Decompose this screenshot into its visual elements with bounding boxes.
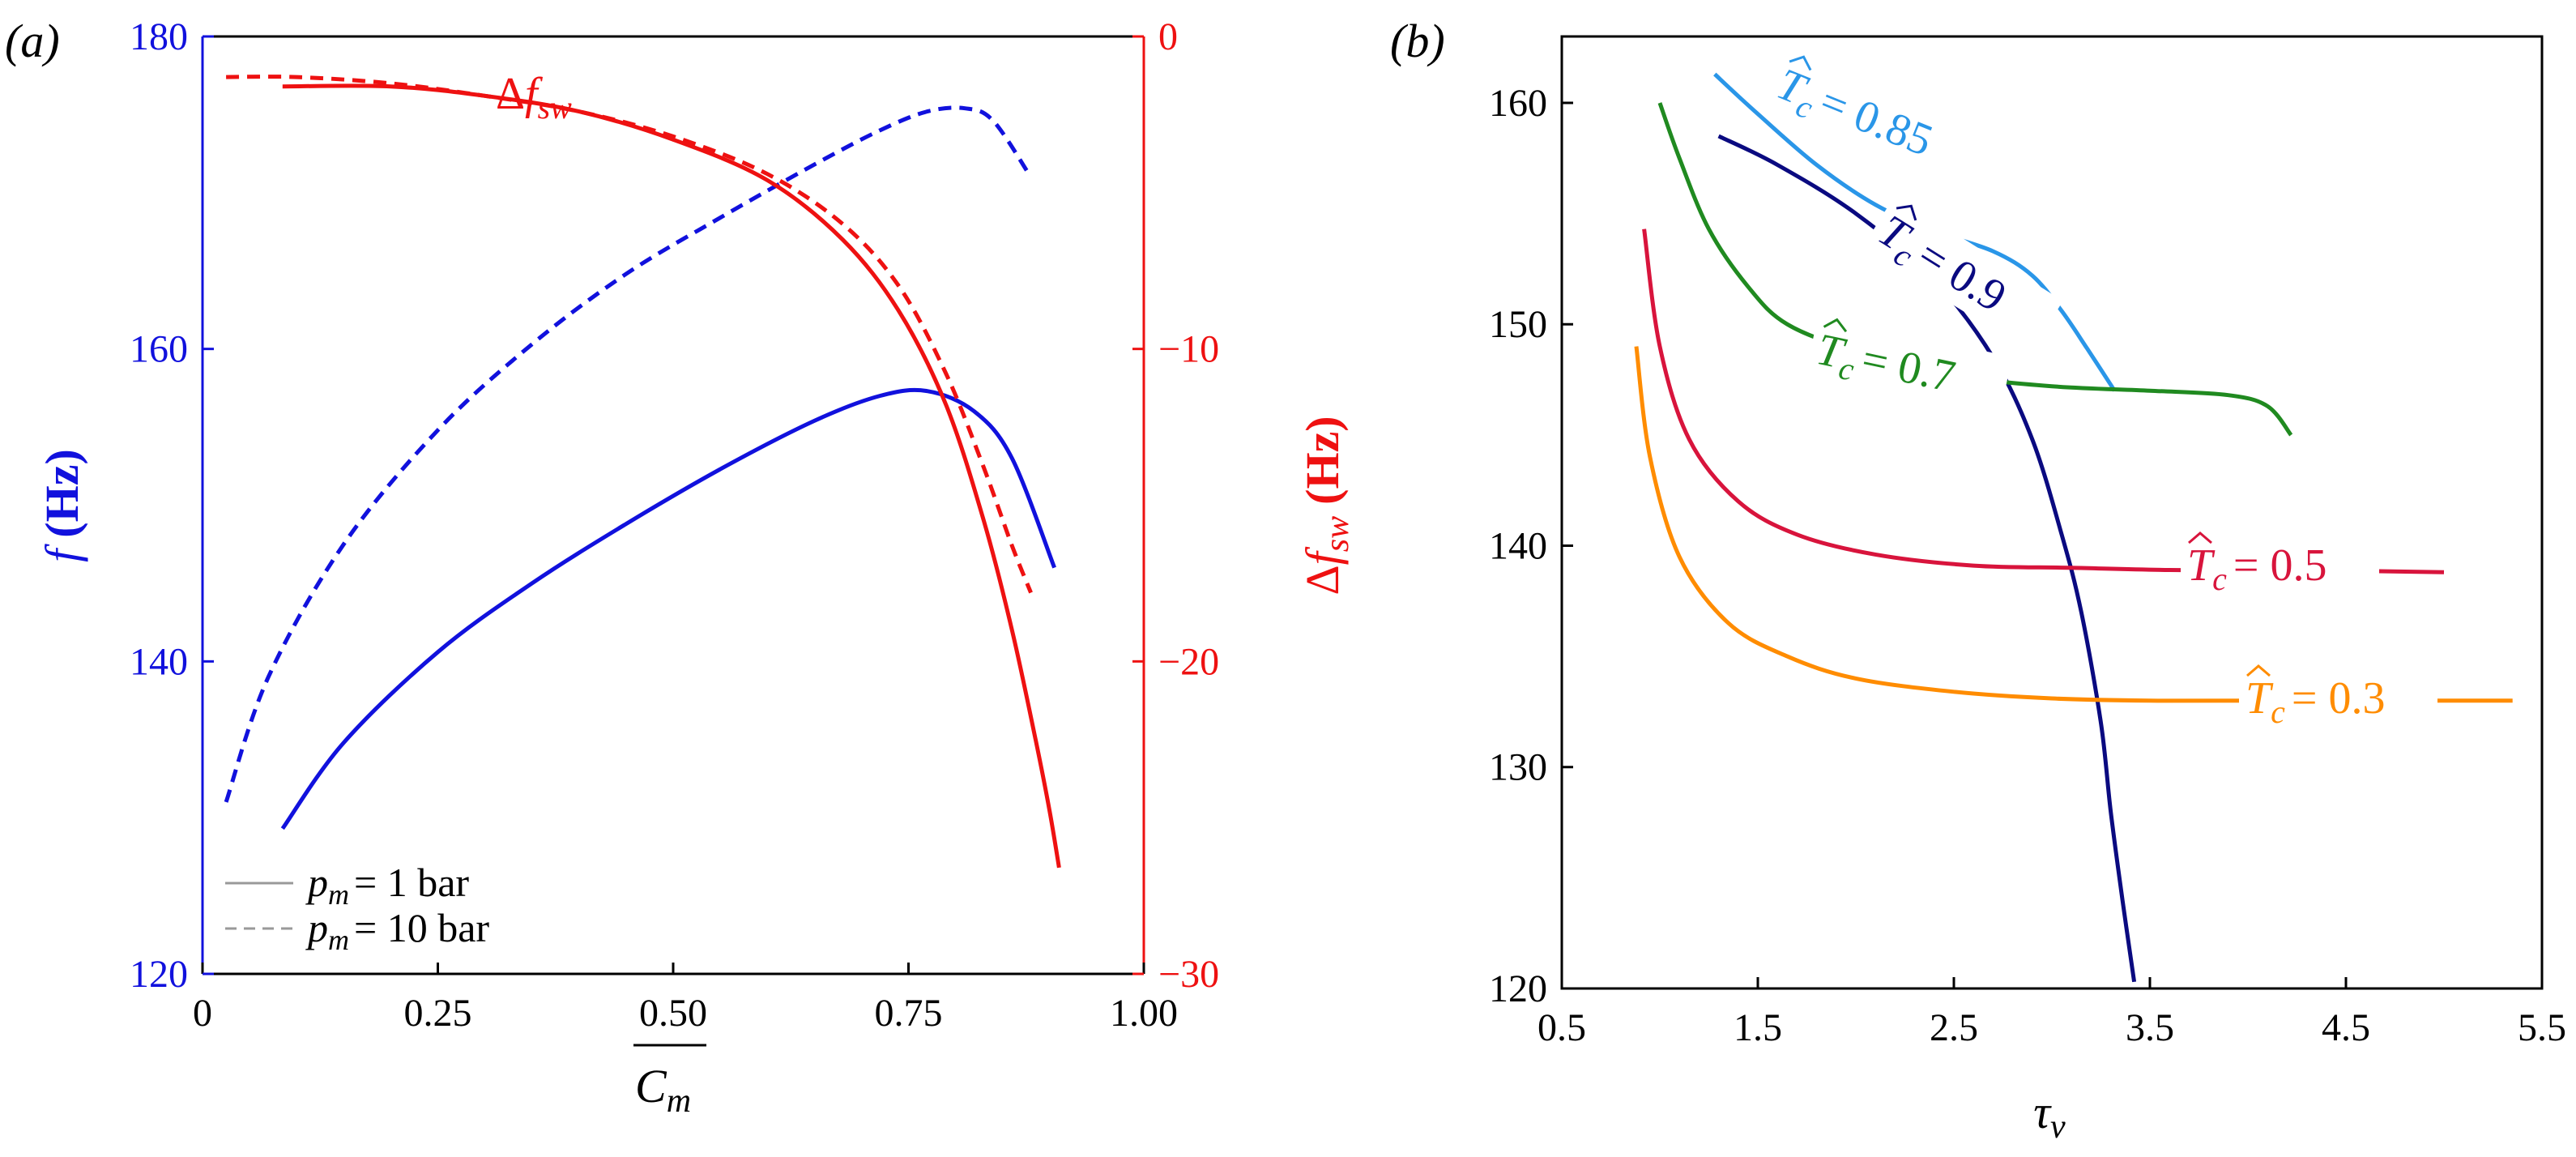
- b-series-line-4: [1642, 228, 2445, 574]
- axes-a-left-ylabel: f (Hz): [36, 449, 88, 562]
- b-ytick-label: 120: [1489, 967, 1547, 1010]
- a-series-line-4: [226, 75, 1033, 594]
- axes-a-right-ticks: −30 −20 −10 0: [1132, 15, 1219, 996]
- a-xtick-label: 0.75: [875, 992, 943, 1035]
- axes-a-series: [224, 75, 1061, 869]
- a-right-ytick-label: 0: [1158, 15, 1178, 58]
- xlabel-b: τν: [2033, 1086, 2066, 1146]
- hat-icon: [2246, 664, 2271, 677]
- xlabel-b-main: τ: [2033, 1086, 2052, 1138]
- hat-icon: [1896, 204, 1917, 221]
- legend-a: pm = 1 bar pm = 10 bar: [225, 860, 489, 956]
- hat-icon: [2188, 532, 2212, 544]
- curve-label-value: = 0.3: [2292, 673, 2386, 724]
- a-series-line-2: [224, 105, 1033, 803]
- a-series-line-1: [280, 387, 1056, 830]
- a-left-ytick-label: 120: [130, 953, 188, 996]
- a-xtick-label: 0: [193, 992, 212, 1035]
- b-xtick-label: 0.5: [1537, 1006, 1586, 1049]
- a-series-line-3: [282, 83, 1061, 869]
- a-right-ytick-label: −10: [1158, 328, 1219, 371]
- xlabel-a-main: C: [635, 1060, 667, 1112]
- curve-label-5: Tc = 0.3: [2239, 664, 2437, 730]
- axes-a-xlabel: Cm: [633, 1044, 706, 1120]
- curve-label-text: Tc = 0.5: [2187, 540, 2327, 597]
- panel-b: (b) 0.5 1.5 2.5 3.5 4.5 5.5 120 130 140 150 160 T…: [1390, 15, 2566, 1146]
- panel-a: (a) 0 0.25 0.50 0.75 1.00 120 140 160 180 −30 −2…: [5, 15, 1356, 1120]
- legend-2-text: = 10 bar: [354, 905, 489, 950]
- axes-b-series: [1634, 72, 2513, 983]
- delta-fsw-annotation-sub: sw: [538, 89, 573, 126]
- curve-label-text: Tc = 0.3: [2245, 673, 2386, 730]
- b-ytick-label: 140: [1489, 524, 1547, 567]
- panel-a-label: (a): [5, 15, 60, 67]
- a-xtick-label: 0.25: [404, 992, 472, 1035]
- hat-icon: [1789, 55, 1812, 71]
- a-left-ytick-label: 180: [130, 15, 188, 58]
- curve-label-text: Tc= 0.7: [1811, 324, 1960, 408]
- b-ytick-label: 150: [1489, 303, 1547, 346]
- axes-a-right-ylabel: Δfsw(Hz): [1296, 416, 1356, 595]
- panel-b-label: (b): [1390, 15, 1445, 67]
- hat-icon: [1823, 318, 1848, 333]
- legend-entry-2: pm = 10 bar: [305, 905, 489, 956]
- curve-label-sub: c: [2271, 694, 2285, 730]
- a-left-ytick-label: 160: [130, 328, 188, 371]
- a-xtick-label: 0.50: [639, 992, 707, 1035]
- b-ytick-label: 130: [1489, 746, 1547, 789]
- xlabel-a: Cm: [635, 1060, 691, 1120]
- left-ylabel-unit: (Hz): [36, 449, 88, 538]
- curve-label-text: Tc= 0.9: [1866, 205, 2015, 327]
- a-xtick-label: 1.00: [1110, 992, 1178, 1035]
- right-ylabel-prefix: Δ: [1296, 565, 1349, 595]
- axes-b-x-ticks: 0.5 1.5 2.5 3.5 4.5 5.5: [1537, 977, 2566, 1049]
- curve-label-value: = 0.5: [2233, 540, 2327, 591]
- a-right-ytick-label: −30: [1158, 953, 1219, 996]
- b-xtick-label: 2.5: [1930, 1006, 1978, 1049]
- curve-label-bg: [1862, 195, 2063, 353]
- delta-fsw-annotation-prefix: Δ: [496, 69, 525, 119]
- legend-1-var: p: [305, 860, 328, 905]
- xlabel-b-sub: ν: [2050, 1108, 2066, 1146]
- axes-a-left-ticks: 120 140 160 180: [130, 15, 214, 996]
- b-xtick-label: 3.5: [2126, 1006, 2174, 1049]
- curve-label-1: Tc= 0.85: [1762, 49, 1970, 181]
- curve-label-bg: [1805, 315, 2012, 417]
- a-right-ytick-label: −20: [1158, 640, 1219, 683]
- curve-label-var: T: [2245, 673, 2274, 724]
- curve-label-bg: [2239, 666, 2437, 728]
- axes-a-x-ticks: 0 0.25 0.50 0.75 1.00: [193, 963, 1178, 1035]
- curve-label-3: Tc= 0.7: [1805, 315, 2012, 417]
- axes-b-y-ticks: 120 130 140 150 160: [1489, 82, 1573, 1010]
- right-ylabel-unit: (Hz): [1296, 416, 1349, 505]
- curve-label-bg: [1762, 49, 1970, 181]
- curve-label-text: Tc= 0.85: [1768, 59, 1939, 173]
- b-ytick-label: 160: [1489, 82, 1547, 125]
- curve-label-var: T: [2187, 540, 2216, 591]
- legend-entry-1: pm = 1 bar: [305, 860, 469, 911]
- legend-2-var: p: [305, 905, 328, 950]
- curve-label-sub: c: [2212, 561, 2227, 597]
- xlabel-a-sub: m: [667, 1082, 691, 1120]
- b-xtick-label: 1.5: [1734, 1006, 1782, 1049]
- legend-1-sub: m: [328, 878, 349, 911]
- b-series-line-2: [1717, 134, 2137, 983]
- legend-2-sub: m: [328, 924, 349, 956]
- left-ylabel-var: f: [36, 544, 88, 562]
- delta-fsw-annotation: Δfsw: [496, 69, 572, 126]
- legend-1-text: = 1 bar: [354, 860, 469, 905]
- right-ylabel-sub: sw: [1319, 516, 1356, 552]
- curve-label-4: Tc = 0.5: [2181, 532, 2379, 597]
- a-left-ytick-label: 140: [130, 640, 188, 683]
- axes-b-frame: [1560, 35, 2544, 990]
- curve-label-bg: [2181, 533, 2379, 595]
- b-xtick-label: 5.5: [2518, 1006, 2566, 1049]
- b-xtick-label: 4.5: [2322, 1006, 2370, 1049]
